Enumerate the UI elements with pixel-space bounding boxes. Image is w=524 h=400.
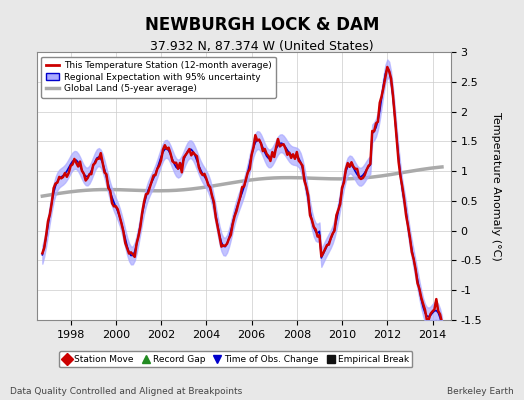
Text: NEWBURGH LOCK & DAM: NEWBURGH LOCK & DAM (145, 16, 379, 34)
Legend: Station Move, Record Gap, Time of Obs. Change, Empirical Break: Station Move, Record Gap, Time of Obs. C… (59, 351, 412, 368)
Legend: This Temperature Station (12-month average), Regional Expectation with 95% uncer: This Temperature Station (12-month avera… (41, 56, 276, 98)
Y-axis label: Temperature Anomaly (°C): Temperature Anomaly (°C) (492, 112, 501, 260)
Text: Berkeley Earth: Berkeley Earth (447, 387, 514, 396)
Text: 37.932 N, 87.374 W (United States): 37.932 N, 87.374 W (United States) (150, 40, 374, 53)
Text: Data Quality Controlled and Aligned at Breakpoints: Data Quality Controlled and Aligned at B… (10, 387, 243, 396)
